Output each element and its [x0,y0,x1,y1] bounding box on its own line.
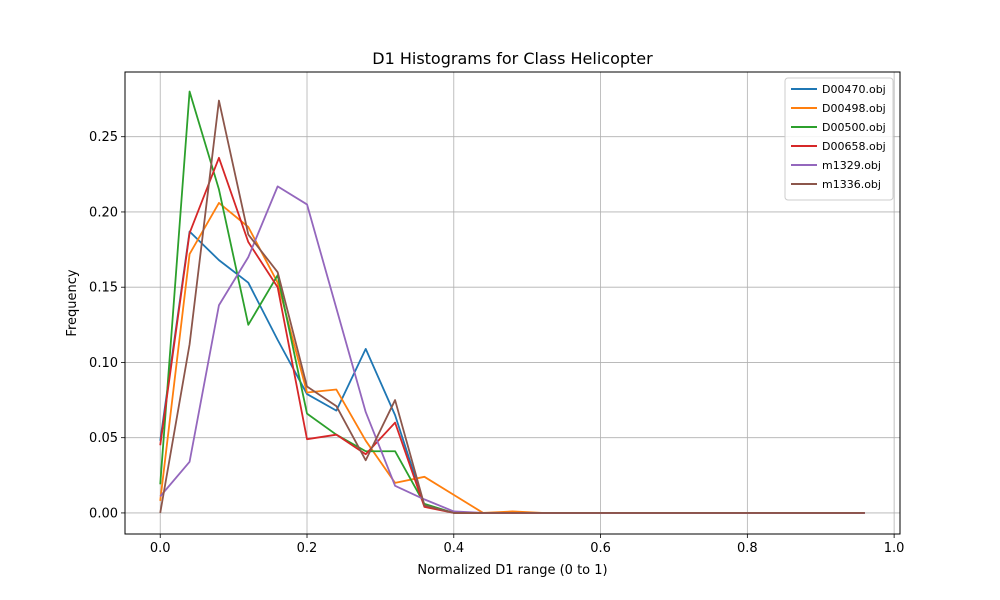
series-line-5 [159,99,865,514]
legend: D00470.obj D00498.obj D00500.obj D00658.obj… [784,77,894,201]
plot-frame [124,71,901,535]
y-tick-label: 0.25 [89,130,118,145]
y-tick-label: 0.00 [89,506,118,521]
x-axis-label: Normalized D1 range (0 to 1) [417,563,607,578]
legend-label-3: D00658.obj [822,140,886,153]
x-tick-label: 0.6 [590,541,611,556]
x-tick-label: 0.2 [297,541,318,556]
legend-label-5: m1336.obj [822,178,881,191]
legend-label-1: D00498.obj [822,102,886,115]
series-lines [159,90,865,514]
legend-label-0: D00470.obj [822,83,886,96]
x-tick-label: 0.8 [737,541,758,556]
y-tick-label: 0.20 [89,205,118,220]
chart-title: D1 Histograms for Class Helicopter [372,49,653,68]
y-tick-label: 0.05 [89,431,118,446]
legend-label-4: m1329.obj [822,159,881,172]
x-tick-label: 0.0 [150,541,171,556]
y-axis-label: Frequency [65,269,80,336]
x-tick-label: 0.4 [443,541,464,556]
legend-label-2: D00500.obj [822,121,886,134]
axis-ticks: 0.0 0.2 0.4 0.6 0.8 1.0 0.00 0.05 0.10 0.15 0.20 0.… [89,130,904,556]
y-tick-label: 0.15 [89,281,118,296]
y-tick-label: 0.10 [89,356,118,371]
x-tick-label: 1.0 [884,541,905,556]
